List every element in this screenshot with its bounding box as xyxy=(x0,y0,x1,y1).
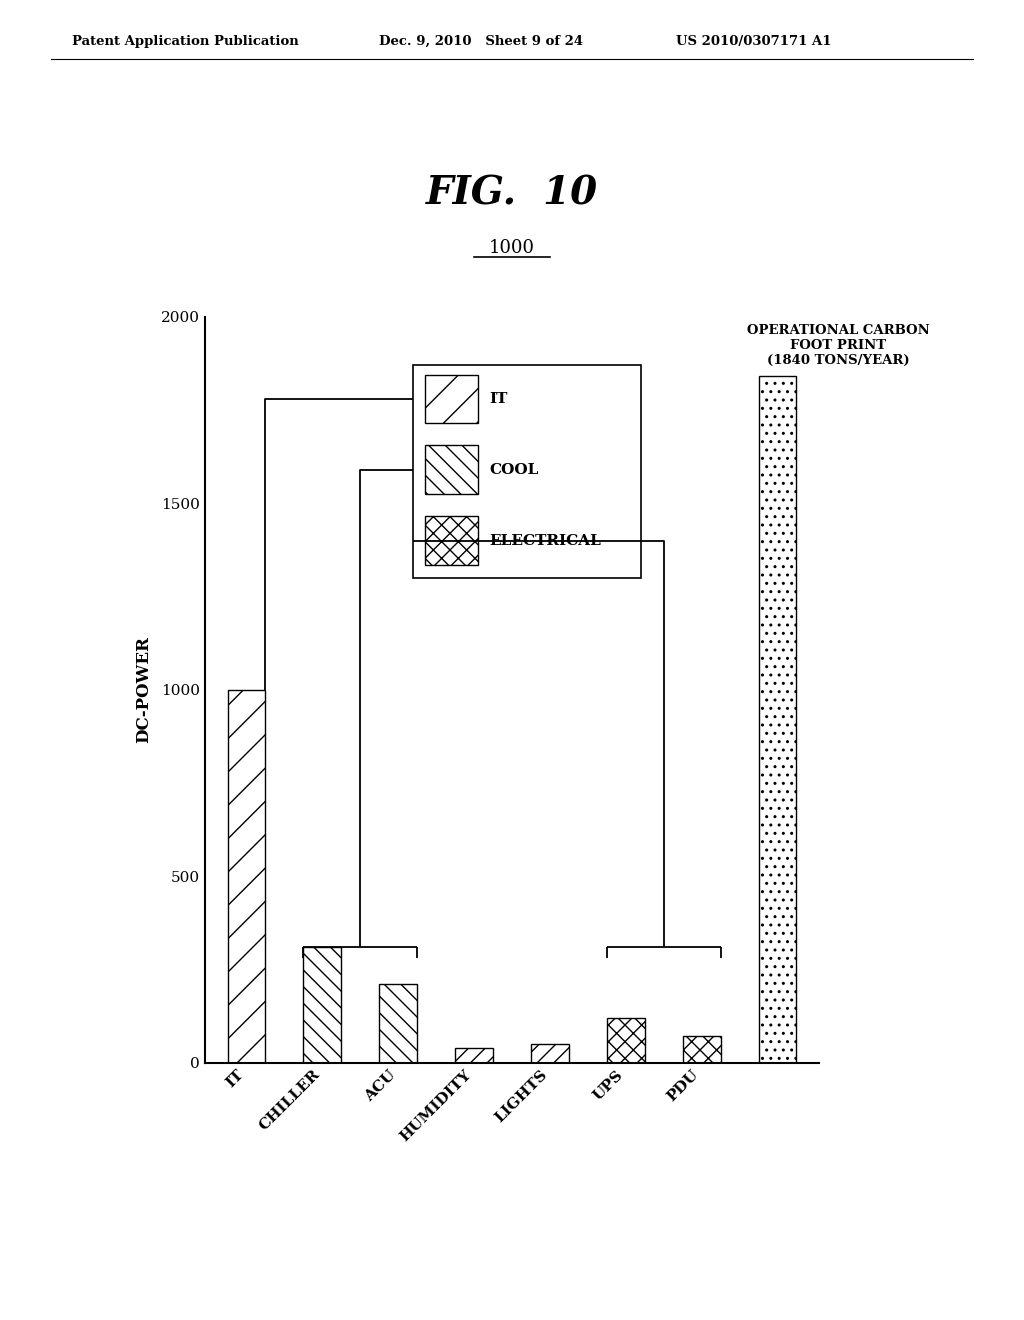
Bar xyxy=(379,985,417,1063)
Bar xyxy=(227,689,265,1063)
FancyBboxPatch shape xyxy=(414,366,641,578)
Text: Patent Application Publication: Patent Application Publication xyxy=(72,34,298,48)
Bar xyxy=(425,445,478,494)
Bar xyxy=(531,1044,569,1063)
Text: OPERATIONAL CARBON
FOOT PRINT
(1840 TONS/YEAR): OPERATIONAL CARBON FOOT PRINT (1840 TONS… xyxy=(746,325,930,367)
Bar xyxy=(759,376,797,1063)
Text: IT: IT xyxy=(489,392,508,405)
Text: COOL: COOL xyxy=(489,463,539,477)
Text: 1000: 1000 xyxy=(489,239,535,257)
Y-axis label: DC-POWER: DC-POWER xyxy=(135,636,153,743)
Text: ELECTRICAL: ELECTRICAL xyxy=(489,533,601,548)
Bar xyxy=(425,516,478,565)
Text: FIG.  10: FIG. 10 xyxy=(426,174,598,213)
Bar xyxy=(607,1018,645,1063)
Text: Dec. 9, 2010   Sheet 9 of 24: Dec. 9, 2010 Sheet 9 of 24 xyxy=(379,34,583,48)
Bar xyxy=(683,1036,721,1063)
Text: US 2010/0307171 A1: US 2010/0307171 A1 xyxy=(676,34,831,48)
Bar xyxy=(425,375,478,424)
Bar xyxy=(303,946,341,1063)
Bar xyxy=(455,1048,493,1063)
